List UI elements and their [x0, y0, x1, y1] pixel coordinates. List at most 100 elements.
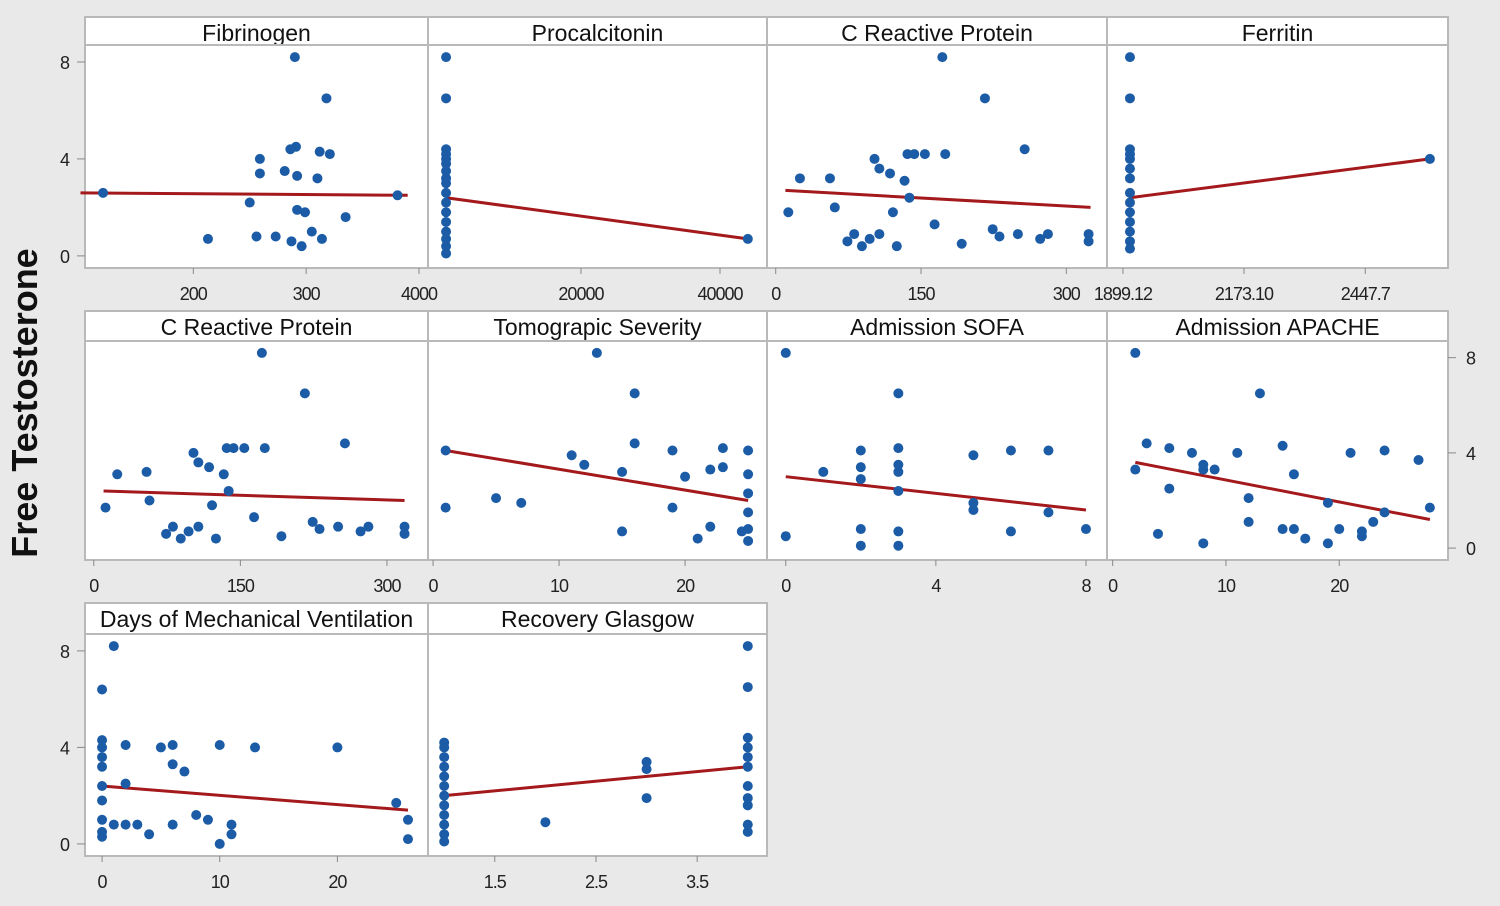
x-tick-label: 150: [227, 576, 255, 596]
data-point: [167, 759, 178, 770]
data-point: [402, 814, 413, 825]
x-tick-label: 300: [293, 284, 321, 304]
panel-6: Admission SOFA 0 4 8: [766, 310, 1108, 596]
data-point: [175, 533, 186, 544]
panel-7: Admission APACHE 0 10 20 0 4 8: [1106, 310, 1476, 596]
data-point: [968, 497, 979, 508]
data-point: [1043, 445, 1054, 456]
data-point: [929, 219, 940, 230]
data-point: [919, 149, 930, 160]
data-point: [223, 485, 234, 496]
data-point: [968, 450, 979, 461]
data-point: [1288, 524, 1299, 535]
y-tick-label: 0: [60, 247, 70, 267]
x-tick-label: 1.5: [484, 872, 507, 892]
data-point: [1124, 173, 1135, 184]
data-point: [794, 173, 805, 184]
data-point: [239, 443, 250, 454]
data-point: [363, 521, 374, 532]
panel-5: Tomograpic Severity 0 10 20: [427, 310, 768, 596]
data-point: [742, 233, 753, 244]
regression-line: [80, 191, 408, 197]
data-point: [629, 388, 640, 399]
data-point: [824, 173, 835, 184]
data-point: [855, 474, 866, 485]
regression-line: [785, 475, 1087, 512]
data-point: [97, 684, 108, 695]
x-tick-label: 20: [1330, 576, 1349, 596]
x-tick-label: 10: [550, 576, 569, 596]
data-point: [885, 168, 896, 179]
data-point: [987, 224, 998, 235]
data-point: [855, 462, 866, 473]
panel-title: C Reactive Protein: [841, 20, 1033, 46]
data-point: [1186, 447, 1197, 458]
data-point: [226, 829, 237, 840]
data-point: [893, 466, 904, 477]
data-point: [279, 166, 290, 177]
data-point: [439, 771, 450, 782]
data-point: [1043, 507, 1054, 518]
plot-area: [427, 633, 768, 857]
data-point: [617, 526, 628, 537]
data-point: [743, 535, 754, 546]
y-tick-label: 4: [60, 738, 70, 758]
data-point: [300, 207, 311, 218]
data-point: [780, 531, 791, 542]
panel-header: [1106, 310, 1449, 342]
y-tick-label: 0: [60, 835, 70, 855]
data-point: [167, 521, 178, 532]
x-tick-label: 8: [1081, 576, 1091, 596]
y-tick-label: 0: [1466, 539, 1476, 559]
panel-9: Recovery Glasgow 1.5 2.5 3.5: [427, 602, 768, 892]
data-point: [439, 819, 450, 830]
data-point: [144, 495, 155, 506]
data-point: [97, 752, 108, 763]
data-point: [629, 438, 640, 449]
data-point: [1124, 163, 1135, 174]
panel-8: Days of Mechanical Ventilation 0 10 20 0 4 8: [60, 602, 429, 892]
data-point: [440, 445, 451, 456]
regression-line: [101, 784, 409, 812]
data-point: [221, 443, 232, 454]
data-point: [1277, 524, 1288, 535]
data-point: [1254, 388, 1265, 399]
data-point: [1124, 93, 1135, 104]
data-point: [439, 752, 450, 763]
data-point: [1130, 464, 1141, 475]
data-point: [780, 347, 791, 358]
data-point: [340, 212, 351, 223]
x-tick-label: 20000: [558, 284, 604, 304]
panel-title: Recovery Glasgow: [501, 606, 694, 632]
data-point: [856, 241, 867, 252]
data-point: [1124, 236, 1135, 247]
data-point: [1424, 153, 1435, 164]
data-point: [439, 809, 450, 820]
data-point: [259, 443, 270, 454]
data-point: [904, 192, 915, 203]
data-point: [1141, 438, 1152, 449]
plot-area: [766, 44, 1108, 269]
data-point: [1042, 229, 1053, 240]
data-point: [1232, 447, 1243, 458]
data-point: [1198, 459, 1209, 470]
data-point: [742, 761, 753, 772]
data-point: [314, 146, 325, 157]
data-point: [333, 521, 344, 532]
data-point: [108, 819, 119, 830]
data-point: [441, 93, 452, 104]
data-point: [579, 459, 590, 470]
data-point: [979, 93, 990, 104]
data-point: [1164, 443, 1175, 454]
data-point: [290, 141, 301, 152]
data-point: [1083, 236, 1094, 247]
plot-area: [1106, 44, 1449, 269]
panel-title: Fibrinogen: [202, 20, 311, 46]
data-point: [441, 52, 452, 63]
data-point: [783, 207, 794, 218]
data-point: [108, 641, 119, 652]
regression-line: [444, 765, 748, 798]
data-point: [207, 500, 218, 511]
data-point: [144, 829, 155, 840]
data-point: [97, 814, 108, 825]
